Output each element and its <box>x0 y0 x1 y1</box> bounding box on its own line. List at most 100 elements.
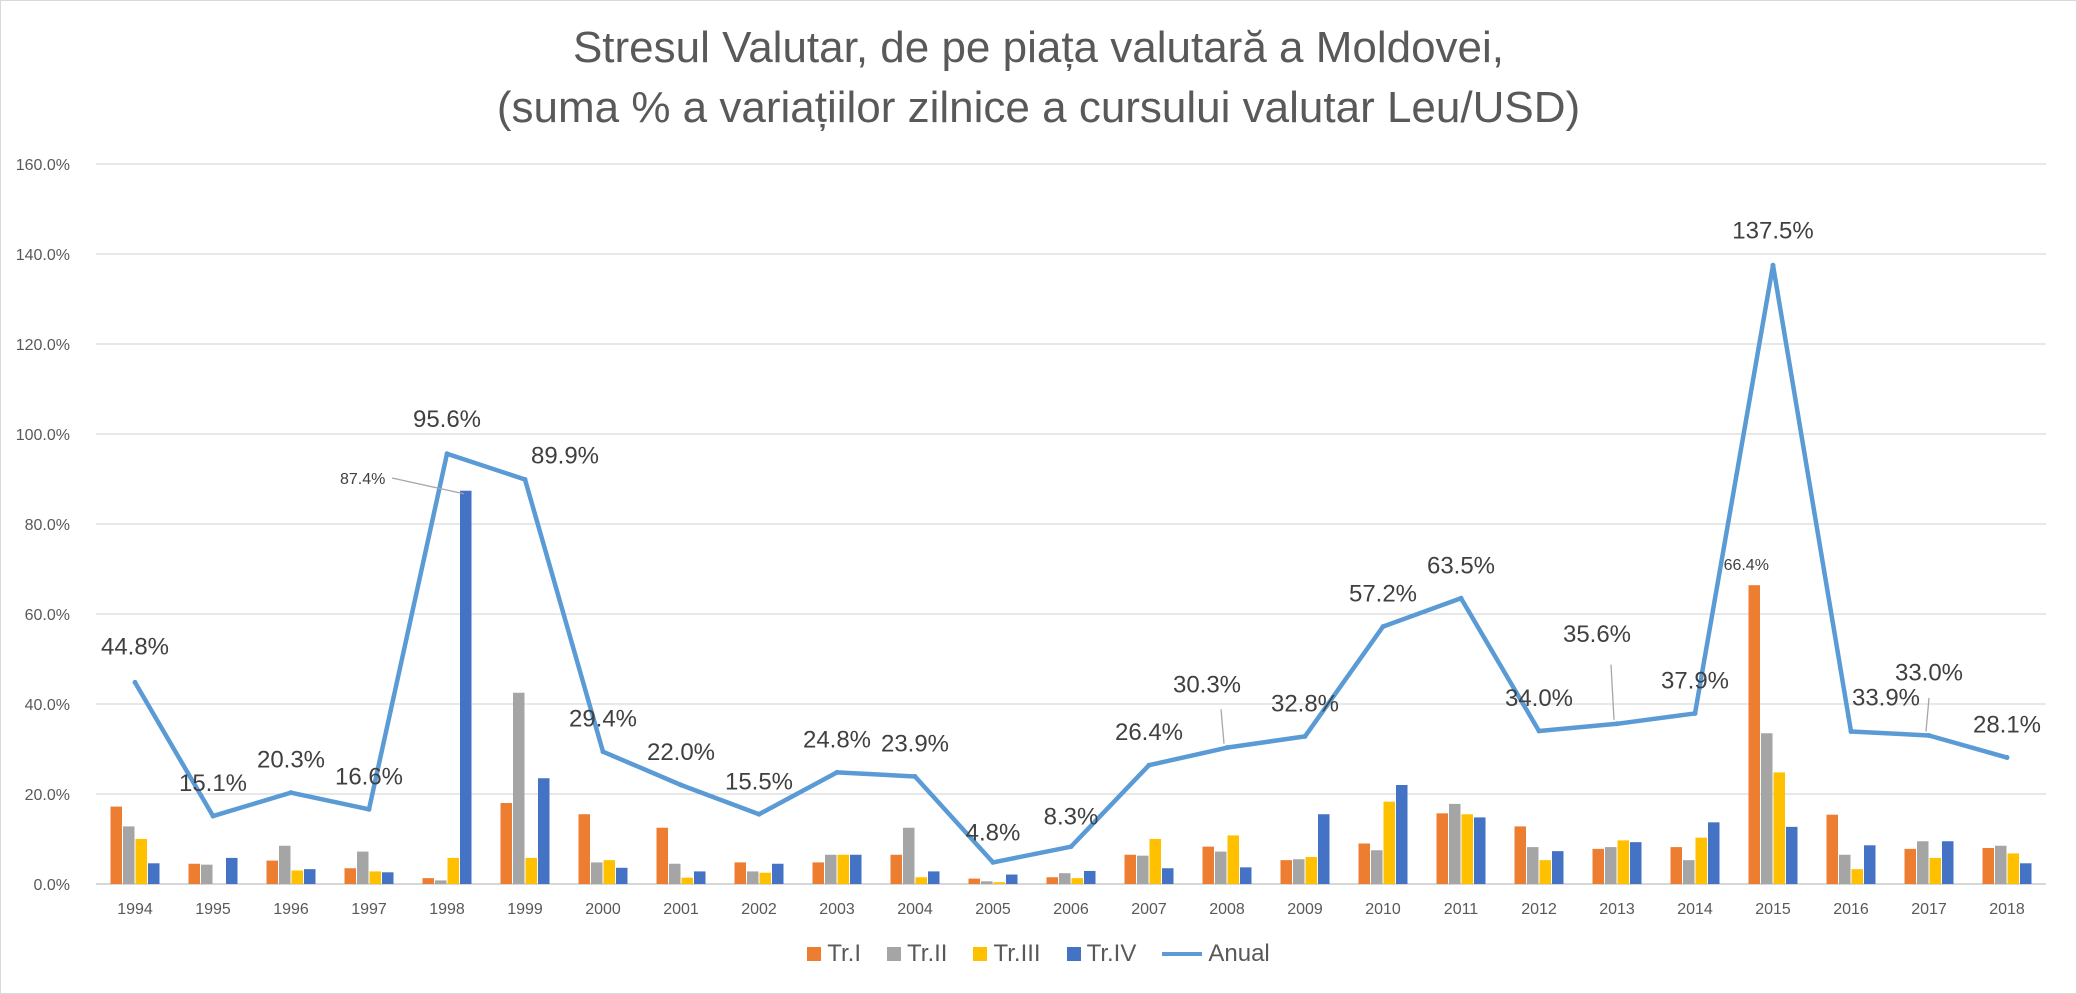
chart-title: Stresul Valutar, de pe piața valutară a … <box>0 18 2077 138</box>
bar-trii <box>1293 859 1305 884</box>
bar-triv <box>1318 814 1330 884</box>
bar-trii <box>747 871 759 884</box>
legend-item: Anual <box>1162 940 1270 968</box>
line-point-anual <box>756 811 762 817</box>
x-tick-label: 1998 <box>429 901 465 918</box>
bar-triii <box>135 839 147 884</box>
x-tick-label: 2009 <box>1287 901 1323 918</box>
x-tick-label: 1996 <box>273 901 309 918</box>
line-point-anual <box>1692 710 1698 716</box>
line-data-label: 4.8% <box>966 819 1021 846</box>
bar-triv <box>2020 863 2032 884</box>
x-tick-label: 1995 <box>195 901 231 918</box>
line-point-anual <box>2004 755 2010 761</box>
bar-tri <box>1514 826 1526 884</box>
bar-trii <box>1995 845 2007 884</box>
line-data-label: 30.3% <box>1173 672 1241 699</box>
legend-swatch <box>807 947 822 961</box>
x-tick-label: 2012 <box>1521 901 1557 918</box>
bar-tri <box>1280 860 1292 884</box>
bar-triv <box>226 857 238 884</box>
bar-triv <box>694 871 706 884</box>
bar-triv <box>1006 874 1018 884</box>
chart-title-line1: Stresul Valutar, de pe piața valutară a … <box>572 23 1505 72</box>
line-point-anual <box>132 679 138 685</box>
bar-tri <box>812 862 824 884</box>
bar-triv <box>850 854 862 884</box>
bar-triv <box>304 869 316 884</box>
bar-triii <box>369 871 381 884</box>
bar-trii <box>1371 850 1383 884</box>
bar-triv <box>1786 826 1798 884</box>
bar-trii <box>1527 847 1539 884</box>
bar-tri <box>422 878 434 884</box>
legend-item: Tr.I <box>807 940 861 968</box>
line-point-anual <box>210 813 216 819</box>
bar-triii <box>1929 857 1941 884</box>
bar-triv <box>1708 822 1720 884</box>
legend-label: Tr.II <box>907 940 948 967</box>
line-data-label: 24.8% <box>803 726 871 753</box>
bar-trii <box>903 827 915 884</box>
bar-triii <box>681 877 693 884</box>
bar-tri <box>500 803 512 884</box>
line-data-label: 26.4% <box>1115 719 1183 746</box>
x-tick-label: 2005 <box>975 901 1011 918</box>
line-point-anual <box>522 476 528 482</box>
bar-tri <box>188 863 200 884</box>
x-tick-label: 2006 <box>1053 901 1089 918</box>
legend-label: Tr.I <box>827 940 862 967</box>
bar-triii <box>1461 814 1473 884</box>
bar-triii <box>1149 839 1161 884</box>
bar-tri <box>890 854 902 884</box>
chart-legend: Tr.I Tr.II Tr.III Tr.IV Anual <box>0 940 2077 968</box>
bar-triv <box>382 872 394 884</box>
x-tick-label: 1997 <box>351 901 387 918</box>
bar-triii <box>2007 853 2019 884</box>
bar-tri <box>1124 854 1136 884</box>
label-leader-line <box>1610 664 1615 720</box>
bar-triv <box>1942 841 1954 884</box>
bar-triv <box>616 867 628 884</box>
line-point-anual <box>1068 844 1074 850</box>
bar-trii <box>357 851 369 884</box>
legend-swatch <box>887 947 902 961</box>
line-data-label: 15.5% <box>725 768 793 795</box>
line-point-anual <box>1848 728 1854 734</box>
line-point-anual <box>288 790 294 796</box>
bar-trii <box>1059 873 1071 884</box>
y-tick-label: 80.0% <box>25 517 70 534</box>
bar-tri <box>1202 846 1214 884</box>
bar-triii <box>993 882 1005 884</box>
line-data-label: 34.0% <box>1505 685 1573 712</box>
line-point-anual <box>1770 262 1776 268</box>
bar-trii <box>1137 855 1149 884</box>
line-point-anual <box>1926 733 1932 738</box>
x-tick-label: 2003 <box>819 901 855 918</box>
line-data-label: 20.3% <box>257 747 325 774</box>
line-data-label: 15.1% <box>179 770 247 797</box>
x-tick-label: 2008 <box>1209 901 1245 918</box>
legend-swatch <box>1066 947 1081 961</box>
bar-triii <box>1539 860 1551 884</box>
bar-tri <box>578 814 590 884</box>
bar-triv <box>1162 868 1174 884</box>
line-point-anual <box>834 769 840 775</box>
legend-label: Tr.IV <box>1086 940 1137 967</box>
bar-triii <box>915 877 927 884</box>
line-data-label: 57.2% <box>1349 581 1417 608</box>
bar-annotation-leader <box>391 477 464 495</box>
bar-trii <box>1449 803 1461 884</box>
line-data-label: 28.1% <box>1973 712 2041 739</box>
line-point-anual <box>678 782 684 788</box>
bar-tri <box>110 806 122 884</box>
legend-label: Tr.III <box>993 940 1041 967</box>
bar-triii <box>1695 837 1707 884</box>
x-tick-label: 2007 <box>1131 901 1167 918</box>
line-point-anual <box>1224 745 1230 751</box>
bar-trii <box>981 881 993 884</box>
line-data-label: 32.8% <box>1271 690 1339 717</box>
bar-triii <box>525 857 537 884</box>
bar-triii <box>759 872 771 884</box>
line-data-label: 33.9% <box>1852 684 1920 711</box>
